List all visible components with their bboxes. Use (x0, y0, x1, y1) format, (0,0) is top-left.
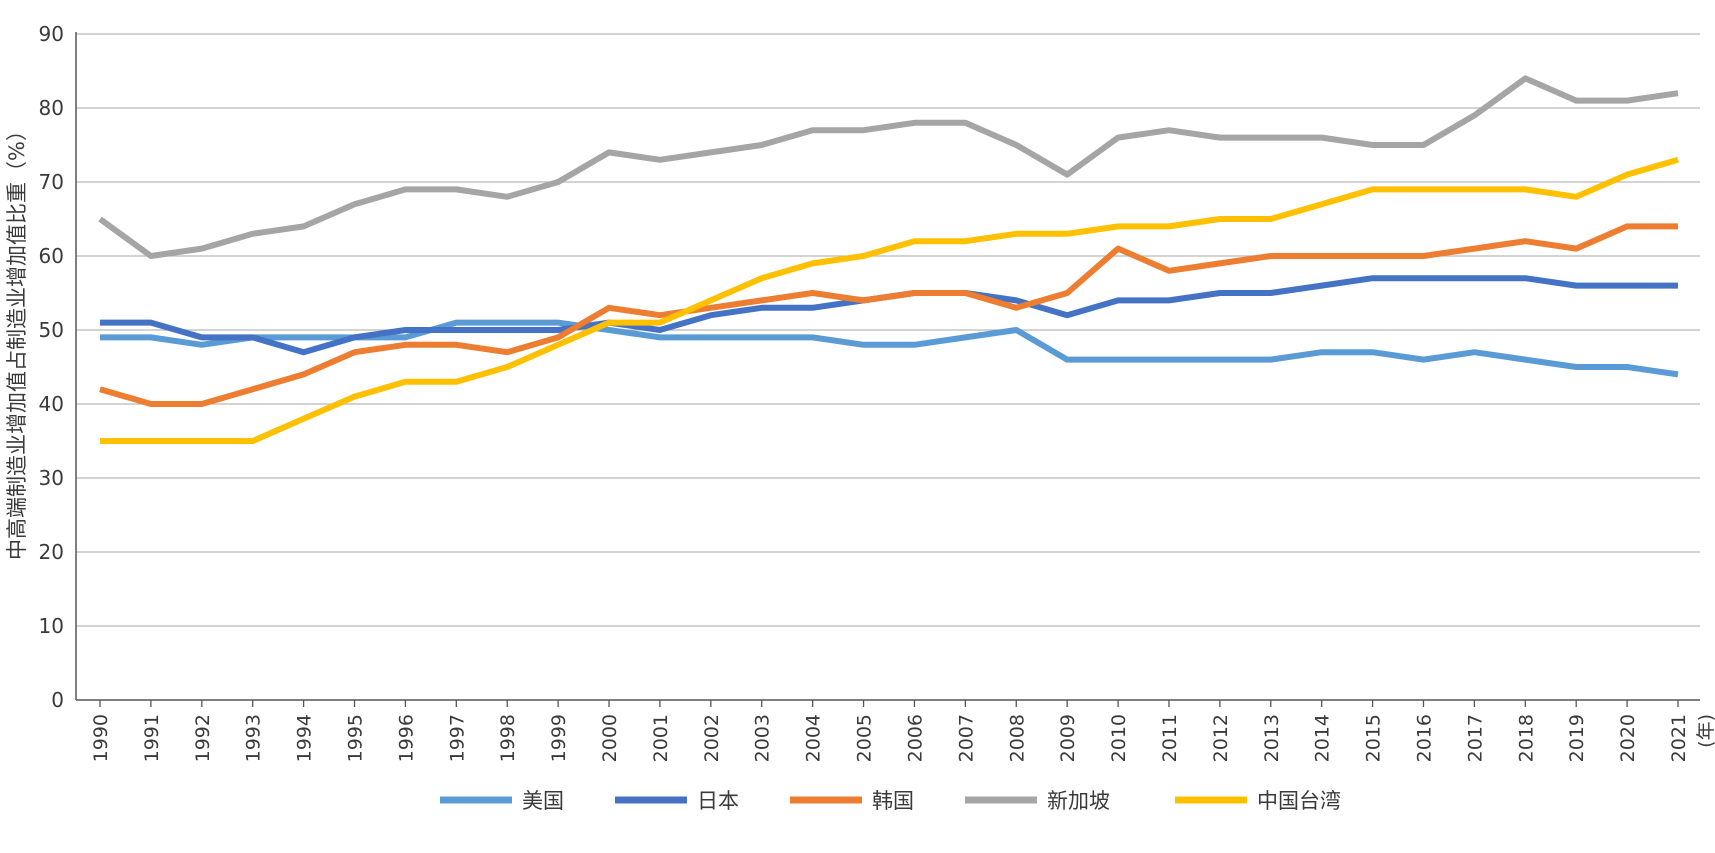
legend-label-3: 新加坡 (1047, 789, 1110, 813)
x-tick-label-2015: 2015 (1363, 714, 1385, 762)
legend-label-2: 韩国 (872, 789, 914, 813)
series-line-4 (100, 156, 1679, 444)
x-tick-label-2016: 2016 (1413, 714, 1435, 762)
y-tick-label-10: 10 (39, 614, 64, 638)
x-tick-label-2004: 2004 (803, 714, 825, 762)
x-tick-label-2006: 2006 (904, 714, 926, 762)
x-axis-unit: (年) (1695, 714, 1715, 748)
y-tick-label-30: 30 (39, 466, 64, 490)
x-tick-label-2001: 2001 (650, 714, 672, 762)
y-tick-label-60: 60 (39, 244, 64, 268)
x-tick-label-2018: 2018 (1515, 714, 1537, 762)
x-tick-label-1992: 1992 (192, 714, 214, 762)
series-line-3 (98, 75, 1679, 259)
y-tick-label-70: 70 (39, 170, 64, 194)
x-tick-label-2013: 2013 (1261, 714, 1283, 762)
x-tick-label-2007: 2007 (955, 714, 977, 762)
x-tick-label-2000: 2000 (599, 714, 621, 762)
x-tick-label-1997: 1997 (446, 714, 468, 762)
x-tick-label-2012: 2012 (1210, 714, 1232, 762)
x-tick-label-2005: 2005 (854, 714, 876, 762)
axes (75, 32, 1700, 707)
legend-label-4: 中国台湾 (1257, 789, 1341, 813)
y-axis-label: 中高端制造业增加值占制造业增加值比重（%） (5, 120, 29, 560)
y-tick-label-40: 40 (39, 392, 64, 416)
x-tick-label-2009: 2009 (1057, 714, 1079, 762)
x-tick-label-2017: 2017 (1464, 714, 1486, 762)
x-tick-label-1990: 1990 (90, 714, 112, 762)
y-tick-label-90: 90 (39, 22, 64, 46)
x-tick-label-1995: 1995 (345, 714, 367, 762)
legend: 美国 日本 韩国 新加坡 中国台湾 (440, 789, 1341, 813)
x-tick-label-2008: 2008 (1006, 714, 1028, 762)
x-tick-label-2020: 2020 (1617, 714, 1639, 762)
x-tick-label-2019: 2019 (1566, 714, 1588, 762)
x-tick-label-1991: 1991 (141, 714, 163, 762)
gridlines (76, 33, 1700, 627)
y-tick-label-0: 0 (51, 688, 64, 712)
x-tick-label-1994: 1994 (294, 714, 316, 762)
x-tick-label-1993: 1993 (243, 714, 265, 762)
x-tick-label-1996: 1996 (395, 714, 417, 762)
x-tick-label-2014: 2014 (1312, 714, 1334, 762)
tick-labels: 0 10 20 30 40 50 60 70 80 90 1990 1991 1992 1993 1994 1… (39, 22, 1715, 762)
x-tick-label-2003: 2003 (752, 714, 774, 762)
x-tick-label-1999: 1999 (548, 714, 570, 762)
series-lines (98, 75, 1679, 444)
x-tick-label-2010: 2010 (1108, 714, 1130, 762)
legend-label-0: 美国 (522, 789, 564, 813)
x-tick-label-2021: 2021 (1668, 714, 1690, 762)
y-tick-label-50: 50 (39, 318, 64, 342)
legend-label-1: 日本 (697, 789, 739, 813)
x-tick-label-1998: 1998 (497, 714, 519, 762)
y-tick-label-80: 80 (39, 96, 64, 120)
x-tick-label-2011: 2011 (1159, 714, 1181, 762)
y-tick-label-20: 20 (39, 540, 64, 564)
series-line-1 (100, 275, 1678, 356)
series-line-2 (99, 223, 1678, 407)
x-tick-label-2002: 2002 (701, 714, 723, 762)
